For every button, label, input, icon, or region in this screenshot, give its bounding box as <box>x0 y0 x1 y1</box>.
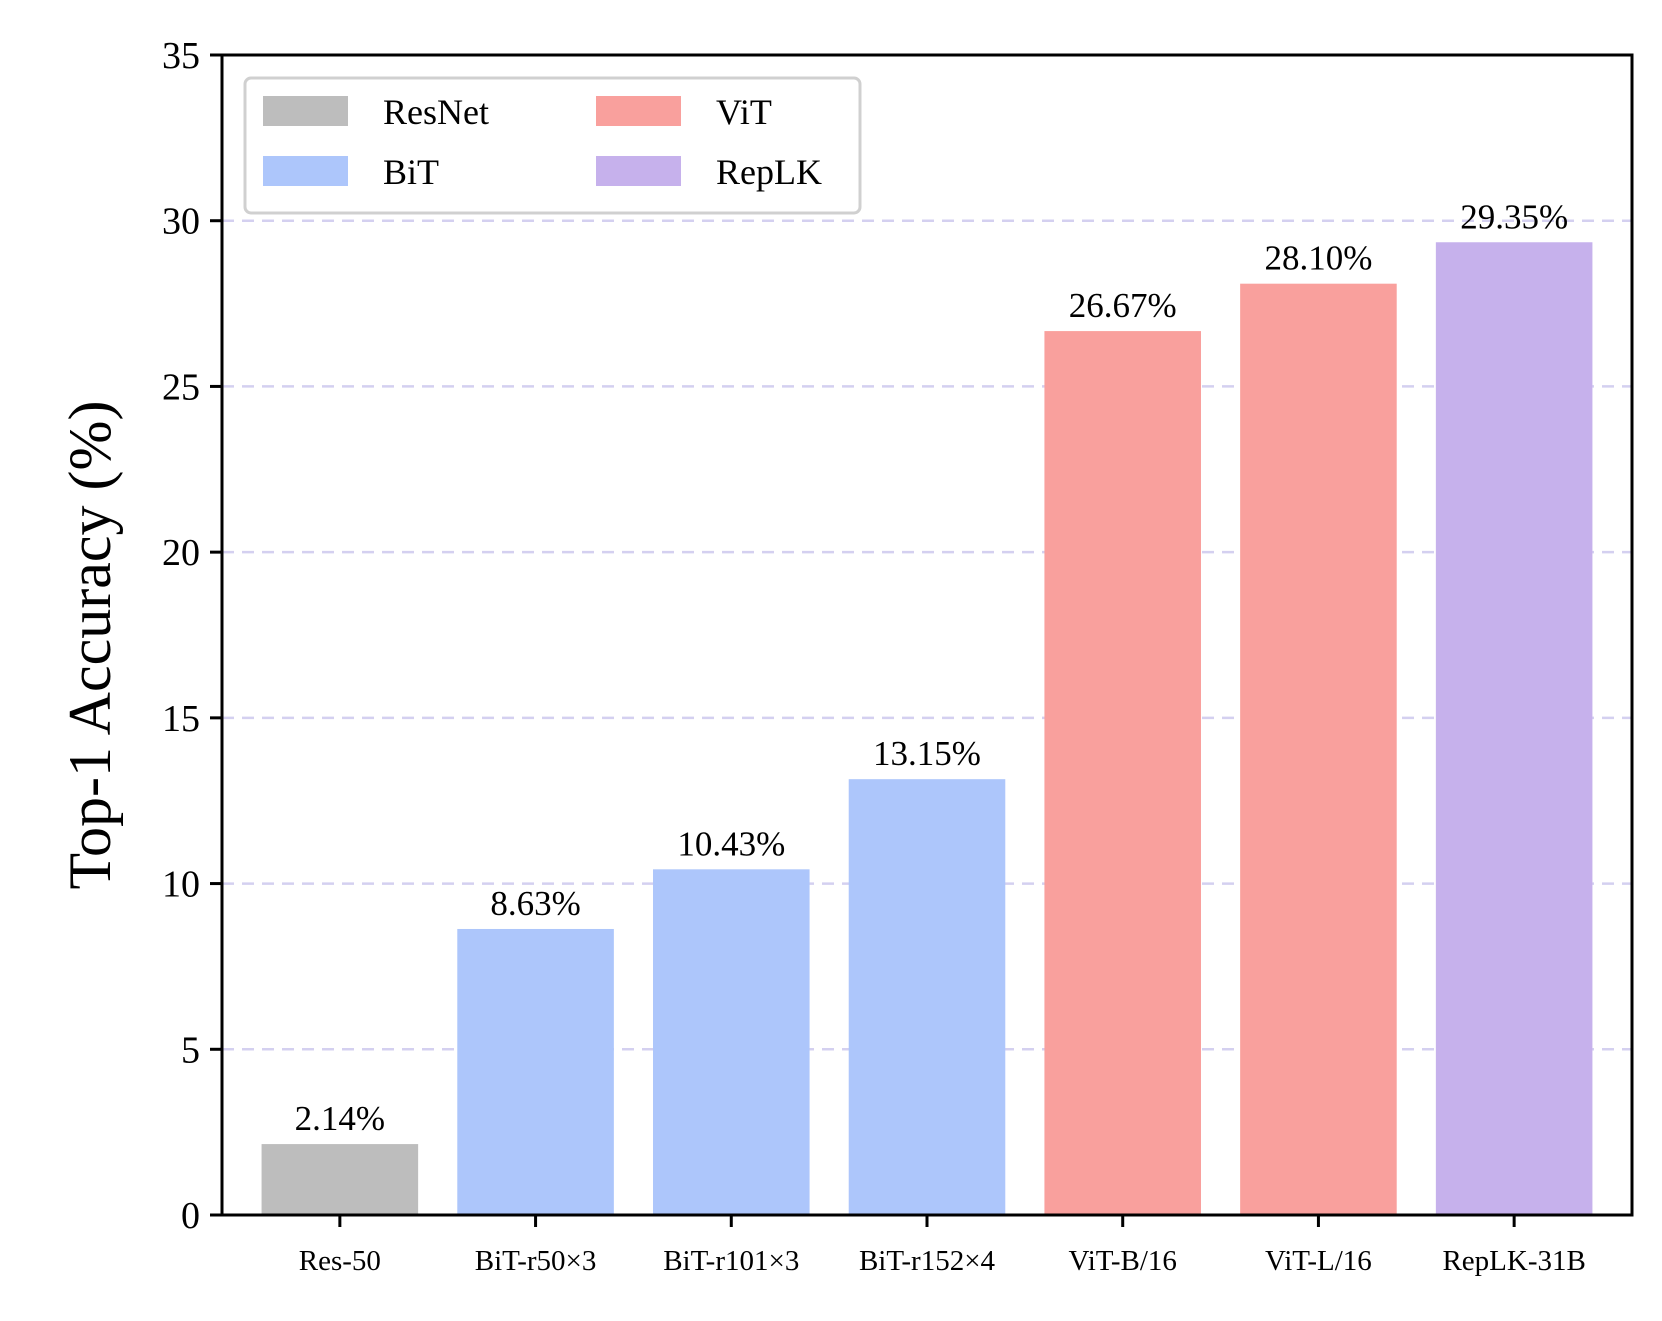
y-tick-label: 0 <box>181 1195 200 1237</box>
legend-label-bit: BiT <box>383 152 439 192</box>
data-label: 26.67% <box>1069 286 1177 325</box>
bar-res-50 <box>261 1144 419 1215</box>
legend: ResNet BiT ViT RepLK <box>243 76 862 215</box>
data-label: 2.14% <box>295 1099 385 1138</box>
legend-swatch-bit <box>263 156 348 186</box>
legend-label-vit: ViT <box>716 92 772 132</box>
y-tick-label: 30 <box>162 201 200 243</box>
bar-bit-r152-4 <box>848 779 1006 1215</box>
legend-swatch-vit <box>596 96 681 126</box>
x-tick-label: BiT-r101×3 <box>663 1245 799 1277</box>
data-label: 10.43% <box>677 824 785 863</box>
bars <box>261 242 1593 1216</box>
y-tick-label: 20 <box>162 532 200 574</box>
y-tick-label: 35 <box>162 35 200 77</box>
x-tick-label: ViT-B/16 <box>1069 1245 1177 1277</box>
legend-label-replk: RepLK <box>716 152 822 192</box>
x-tick-label: BiT-r50×3 <box>475 1245 597 1277</box>
bar-bit-r50-3 <box>457 928 614 1215</box>
data-label: 8.63% <box>490 884 580 923</box>
data-label: 29.35% <box>1460 197 1568 236</box>
y-axis-ticks: 0 5 10 15 20 25 30 35 <box>162 35 222 1237</box>
bar-vit-l-16 <box>1240 283 1397 1216</box>
legend-label-resnet: ResNet <box>383 92 489 132</box>
x-tick-label: Res-50 <box>299 1245 381 1277</box>
y-axis-title: Top-1 Accuracy (%) <box>57 401 123 890</box>
bar-replk-31b <box>1435 242 1593 1215</box>
data-labels: 2.14% 8.63% 10.43% 13.15% 26.67% 28.10% 29.35% <box>295 197 1568 1138</box>
y-tick-label: 5 <box>181 1029 200 1071</box>
y-tick-label: 25 <box>162 366 200 408</box>
data-label: 13.15% <box>873 734 981 773</box>
legend-swatch-resnet <box>263 96 348 126</box>
legend-box <box>243 76 862 215</box>
y-tick-label: 15 <box>162 698 200 740</box>
x-tick-label: ViT-L/16 <box>1265 1245 1372 1277</box>
data-label: 28.10% <box>1264 239 1372 278</box>
bar-vit-b-16 <box>1044 331 1201 1216</box>
bar-bit-r101-3 <box>653 869 810 1215</box>
x-axis-ticks: Res-50 BiT-r50×3 BiT-r101×3 BiT-r152×4 ViT-B… <box>299 1215 1586 1277</box>
y-tick-label: 10 <box>162 864 200 906</box>
x-tick-label: BiT-r152×4 <box>859 1245 996 1277</box>
x-tick-label: RepLK-31B <box>1442 1245 1585 1277</box>
legend-swatch-replk <box>596 156 681 186</box>
